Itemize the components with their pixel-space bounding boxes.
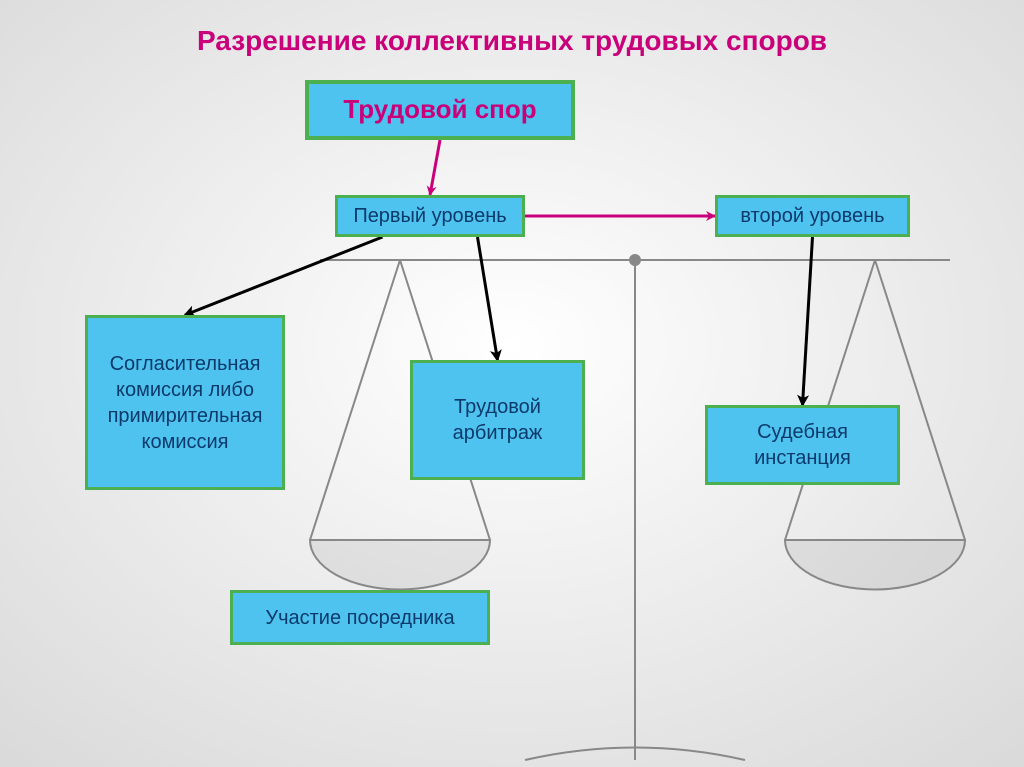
diagram-title: Разрешение коллективных трудовых споров <box>0 25 1024 57</box>
node-court: Судебная инстанция <box>705 405 900 485</box>
node-level-1: Первый уровень <box>335 195 525 237</box>
node-level-2: второй уровень <box>715 195 910 237</box>
diagram-canvas: Разрешение коллективных трудовых споров … <box>0 0 1024 767</box>
scales-icon <box>310 254 965 760</box>
node-arbitrage: Трудовой арбитраж <box>410 360 585 480</box>
node-commission: Согласительная комиссия либо примиритель… <box>85 315 285 490</box>
node-root: Трудовой спор <box>305 80 575 140</box>
node-mediator: Участие посредника <box>230 590 490 645</box>
